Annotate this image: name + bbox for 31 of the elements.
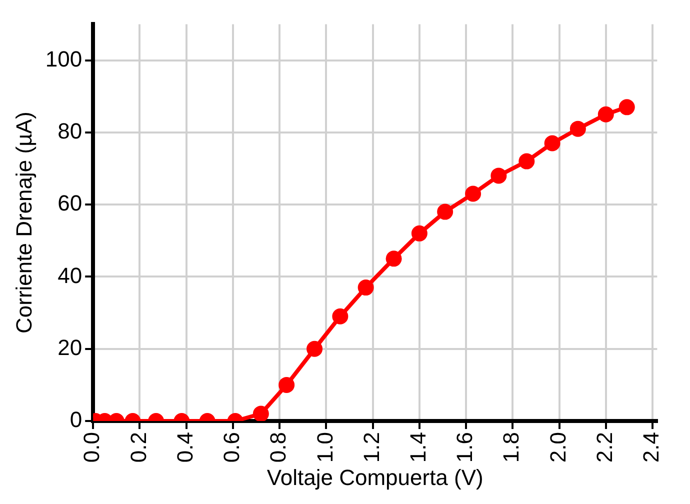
point [386, 250, 402, 267]
x-tick-label: 0.0 [79, 432, 104, 463]
x-tick-label: 2.2 [592, 432, 617, 463]
x-tick-label: 0.2 [126, 432, 151, 463]
x-axis-title: Voltaje Compuerta (V) [266, 464, 484, 490]
y-tick-label: 80 [58, 118, 82, 144]
point [618, 99, 635, 116]
x-tick-label: 1.8 [498, 432, 524, 463]
x-tick-label: 0.8 [266, 432, 291, 463]
point [544, 135, 560, 152]
point [411, 225, 428, 242]
y-tick-label: 60 [58, 190, 82, 216]
point [570, 120, 586, 137]
x-tick-label: 1.4 [405, 432, 430, 463]
x-tick-label: 0.6 [219, 432, 244, 463]
point [437, 204, 454, 220]
y-axis-title: Corriente Drenaje (µA) [11, 112, 36, 334]
x-tick-label: 2.4 [638, 432, 664, 463]
y-tick-label: 100 [45, 46, 82, 72]
x-tick-label: 2.0 [545, 432, 570, 463]
x-tick-label: 0.4 [172, 432, 198, 463]
point [490, 168, 507, 184]
y-tick-label: 40 [58, 262, 82, 288]
point [465, 186, 482, 202]
x-tick-label: 1.6 [452, 432, 478, 463]
y-tick-label: 0 [70, 407, 82, 432]
x-tick-label: 1.2 [358, 432, 384, 463]
point [518, 153, 535, 170]
point [598, 106, 614, 122]
x-tick-label: 1.0 [312, 432, 338, 463]
y-tick-label: 20 [58, 334, 82, 360]
